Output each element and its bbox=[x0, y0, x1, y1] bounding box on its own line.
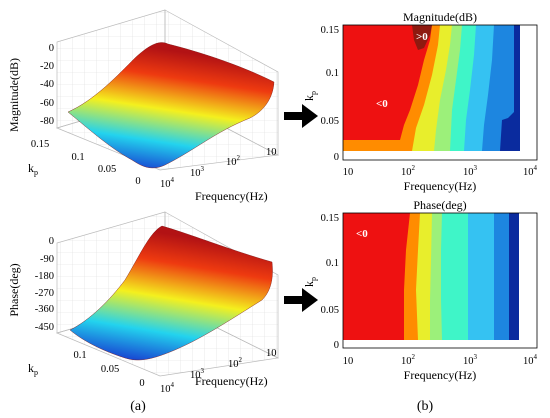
mag3d-xtick: 103 bbox=[190, 165, 205, 179]
mag-contour-xtick: 103 bbox=[463, 164, 478, 178]
pha3d-ztick: -450 bbox=[35, 322, 54, 333]
pha3d-ztick: -360 bbox=[35, 304, 54, 315]
mag-contour-xtick: 102 bbox=[401, 164, 416, 178]
pha3d-ztick: -90 bbox=[40, 254, 54, 265]
pha-contour-ytick: 0.15 bbox=[321, 213, 339, 224]
pha3d-zlabel: Phase(deg) bbox=[7, 263, 21, 316]
mag3d-zlabel: Magnitude(dB) bbox=[7, 58, 21, 132]
mag3d-ytick: 0.1 bbox=[71, 152, 84, 163]
mag3d-ytick: 0 bbox=[135, 176, 140, 187]
pha-contour-ytick: 0 bbox=[334, 340, 339, 351]
mag-contour-ytick: 0 bbox=[334, 152, 339, 163]
mag-contour-xtick: 104 bbox=[523, 164, 538, 178]
pha3d-ytick: 0 bbox=[139, 378, 144, 389]
pha-contour-ylabel: kp bbox=[302, 277, 318, 287]
pha3d-xlabel: Frequency(Hz) bbox=[195, 374, 268, 388]
mag3d-ztick: 0 bbox=[49, 43, 54, 54]
pha-contour-xtick: 102 bbox=[401, 353, 416, 367]
mag3d-ylabel: kp bbox=[28, 161, 38, 177]
magnitude-surface bbox=[67, 42, 275, 169]
mag3d-ztick: -60 bbox=[40, 98, 54, 109]
pha3d-ylabel: kp bbox=[28, 361, 38, 377]
pha-contour-empty-strip bbox=[343, 340, 537, 348]
panel-label-b: (b) bbox=[417, 399, 434, 414]
mag-contour-ylabel: kp bbox=[302, 91, 318, 101]
arrow-icon-top bbox=[284, 104, 318, 128]
mag-contour-annotation: <0 bbox=[376, 98, 388, 110]
pha-contour-xtick: 103 bbox=[463, 353, 478, 367]
mag-contour-band-red bbox=[343, 25, 432, 140]
pha-contour-title: Phase(deg) bbox=[413, 198, 466, 212]
mag-contour-ytick: 0.1 bbox=[326, 68, 339, 79]
mag3d-ytick: 0.15 bbox=[31, 139, 49, 150]
pha3d-xtick: 10 bbox=[266, 348, 277, 359]
pha3d-xtick: 103 bbox=[190, 367, 205, 381]
pha3d-ztick: -270 bbox=[35, 288, 54, 299]
magnitude-contour-plot: Magnitude(dB) >0 <0 0.15 0.1 0.05 0 kp 1… bbox=[302, 10, 538, 193]
magnitude-3d-plot: 0 -20 -40 -60 -80 Magnitude(dB) 0.15 0.1… bbox=[7, 9, 280, 203]
mag3d-xtick: 10 bbox=[266, 147, 277, 158]
mag-contour-annotation: >0 bbox=[416, 31, 428, 43]
pha-contour-xlabel: Frequency(Hz) bbox=[404, 368, 477, 382]
mag-contour-ytick: 0.05 bbox=[321, 116, 339, 127]
pha-contour-band-red bbox=[343, 213, 410, 340]
mag3d-ztick: -80 bbox=[40, 116, 54, 127]
pha-contour-ytick: 0.05 bbox=[321, 305, 339, 316]
pha-contour-xtick: 10 bbox=[343, 356, 354, 367]
mag-contour-xtick: 10 bbox=[343, 167, 354, 178]
phase-surface bbox=[69, 225, 273, 361]
pha3d-xtick: 104 bbox=[160, 381, 175, 395]
arrow-icon-bottom bbox=[284, 288, 318, 312]
pha-contour-ytick: 0.1 bbox=[326, 258, 339, 269]
pha3d-xtick: 102 bbox=[228, 356, 243, 370]
pha-contour-annotation: <0 bbox=[356, 228, 368, 240]
mag-contour-xlabel: Frequency(Hz) bbox=[404, 179, 477, 193]
mag3d-ytick: 0.05 bbox=[98, 164, 116, 175]
mag-contour-title: Magnitude(dB) bbox=[403, 10, 477, 24]
mag3d-ztick: -20 bbox=[40, 61, 54, 72]
pha-contour-xtick: 104 bbox=[523, 353, 538, 367]
pha3d-ytick: 0.05 bbox=[101, 364, 119, 375]
panel-label-a: (a) bbox=[130, 399, 146, 414]
phase-3d-plot: 0 -90 -180 -270 -360 -450 Phase(deg) 0.1… bbox=[7, 211, 280, 395]
pha3d-ytick: 0.1 bbox=[73, 350, 86, 361]
pha3d-ztick: 0 bbox=[49, 236, 54, 247]
mag-contour-frame bbox=[342, 24, 538, 161]
mag3d-xlabel: Frequency(Hz) bbox=[195, 189, 268, 203]
phase-contour-plot: Phase(deg) <0 0.15 0.1 0.05 0 kp 10 102 … bbox=[302, 198, 538, 382]
mag3d-xtick: 102 bbox=[226, 154, 241, 168]
pha-contour-frame bbox=[342, 212, 538, 349]
mag-contour-ytick: 0.15 bbox=[321, 25, 339, 36]
mag-contour-band-darkred bbox=[412, 25, 432, 50]
mag3d-xtick: 104 bbox=[160, 176, 175, 190]
pha3d-ztick: -180 bbox=[35, 271, 54, 282]
mag3d-ztick: -40 bbox=[40, 79, 54, 90]
mag-contour-empty-strip bbox=[343, 151, 537, 160]
